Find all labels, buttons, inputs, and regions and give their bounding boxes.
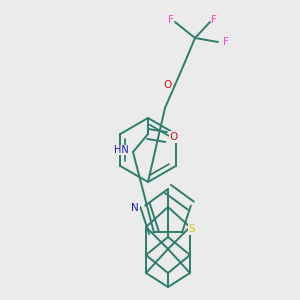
Text: F: F	[168, 15, 174, 25]
Text: O: O	[170, 132, 178, 142]
Text: N: N	[131, 202, 139, 213]
Text: F: F	[211, 15, 217, 25]
Text: O: O	[163, 80, 171, 90]
Text: HN: HN	[114, 145, 128, 155]
Text: F: F	[223, 37, 229, 47]
Text: S: S	[189, 224, 195, 234]
